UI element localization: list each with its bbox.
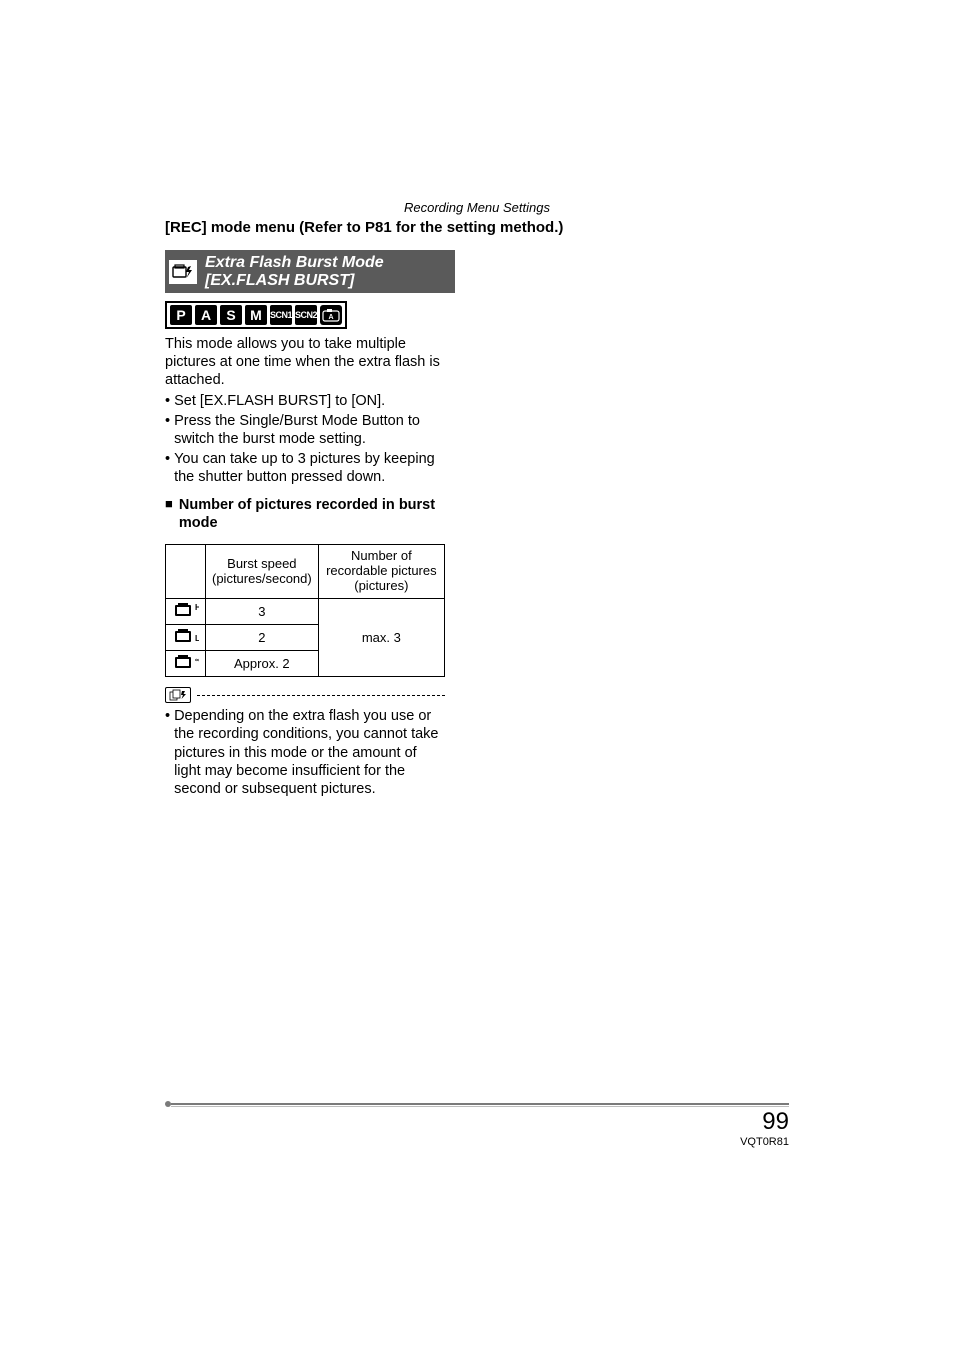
document-id: VQT0R81: [165, 1136, 789, 1148]
bullet-text: Set [EX.FLASH BURST] to [ON].: [174, 392, 445, 410]
table-cell-speed: 2: [206, 625, 319, 651]
section-header: Recording Menu Settings: [165, 200, 789, 215]
feature-title-line1: Extra Flash Burst Mode: [205, 254, 384, 272]
mode-scn2-icon: SCN2: [295, 305, 317, 325]
burst-flash-icon: [169, 260, 197, 284]
note-divider: [165, 687, 445, 703]
note-bullet-item: Depending on the extra flash you use or …: [165, 707, 445, 798]
mode-a-icon: A: [195, 305, 217, 325]
bullet-text: You can take up to 3 pictures by keeping…: [174, 450, 445, 486]
square-heading-text: Number of pictures recorded in burst mod…: [179, 496, 445, 532]
bullet-text: Press the Single/Burst Mode Button to sw…: [174, 412, 445, 448]
bullet-item: Press the Single/Burst Mode Button to sw…: [165, 412, 445, 448]
table-cell-recordable-merged: max. 3: [318, 599, 444, 677]
page-footer: 99 VQT0R81: [165, 1101, 789, 1148]
table-header-recordable: Number of recordable pictures (pictures): [318, 545, 444, 599]
bullet-item: You can take up to 3 pictures by keeping…: [165, 450, 445, 486]
rec-mode-menu-line: [REC] mode menu (Refer to P81 for the se…: [165, 219, 789, 236]
mode-m-icon: M: [245, 305, 267, 325]
intro-paragraph: This mode allows you to take multiple pi…: [165, 335, 445, 389]
table-cell-speed: Approx. 2: [206, 651, 319, 677]
svg-text:H: H: [195, 603, 199, 612]
svg-text:∞: ∞: [195, 657, 199, 664]
footer-line: [165, 1101, 789, 1104]
bullet-item: Set [EX.FLASH BURST] to [ON].: [165, 392, 445, 410]
feature-title-line2: [EX.FLASH BURST]: [205, 272, 384, 290]
table-row: H 3 max. 3: [166, 599, 445, 625]
dash-line: [197, 695, 445, 696]
mode-s-icon: S: [220, 305, 242, 325]
mode-scn1-icon: SCN1: [270, 305, 292, 325]
svg-text:L: L: [195, 634, 199, 643]
burst-h-icon: H: [166, 599, 206, 625]
burst-inf-icon: ∞: [166, 651, 206, 677]
page-number: 99: [165, 1108, 789, 1136]
mode-p-icon: P: [170, 305, 192, 325]
burst-l-icon: L: [166, 625, 206, 651]
mode-icons-row: P A S M SCN1 SCN2 A: [165, 301, 347, 329]
note-icon: [165, 687, 191, 703]
feature-title-block: Extra Flash Burst Mode [EX.FLASH BURST]: [165, 250, 455, 293]
note-bullet-text: Depending on the extra flash you use or …: [174, 707, 445, 798]
svg-text:A: A: [328, 314, 333, 321]
burst-table: Burst speed (pictures/second) Number of …: [165, 544, 445, 677]
table-header-speed: Burst speed (pictures/second): [206, 545, 319, 599]
table-cell-speed: 3: [206, 599, 319, 625]
square-heading: Number of pictures recorded in burst mod…: [165, 496, 445, 532]
table-header-icon: [166, 545, 206, 599]
mode-auto-camera-icon: A: [320, 305, 342, 325]
